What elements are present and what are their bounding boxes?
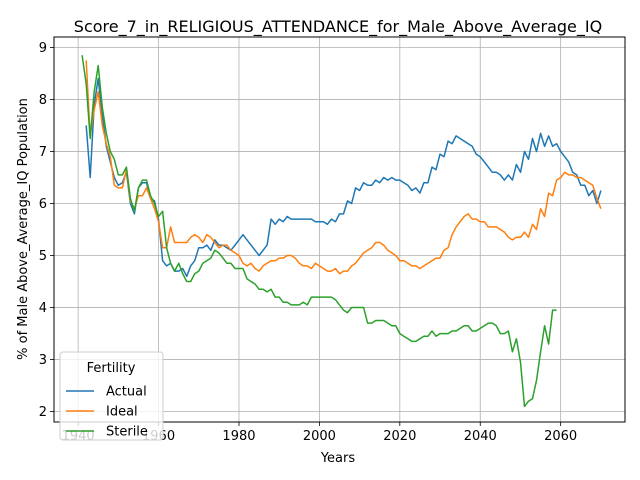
- x-tick-label: 2060: [544, 429, 577, 444]
- legend-label-ideal: Ideal: [106, 405, 138, 420]
- y-tick-label: 2: [39, 405, 47, 420]
- legend-label-sterile: Sterile: [106, 425, 148, 440]
- legend-items: Actual Ideal Sterile: [66, 385, 148, 440]
- y-tick-label: 9: [39, 41, 47, 56]
- x-axis-label: Years: [320, 451, 356, 466]
- x-tick-label: 2020: [383, 429, 416, 444]
- y-tick-label: 8: [39, 93, 47, 108]
- series-line-ideal: [85, 60, 602, 275]
- y-axis-label: % of Male Above_Average_IQ Population: [16, 98, 31, 360]
- chart-title: Score_7_in_RELIGIOUS_ATTENDANCE_for_Male…: [74, 17, 602, 37]
- y-tick-label: 7: [39, 145, 47, 160]
- legend-title: Fertility: [87, 361, 136, 376]
- legend-label-actual: Actual: [106, 385, 147, 400]
- series-line-sterile: [81, 55, 557, 408]
- x-tick-label: 1980: [222, 429, 255, 444]
- x-tick-label: 2000: [303, 429, 336, 444]
- plot-frame: [53, 36, 626, 423]
- y-tick-label: 4: [39, 301, 47, 316]
- y-tick-label: 3: [39, 353, 47, 368]
- y-tick-label: 6: [39, 197, 47, 212]
- x-tick-label: 2040: [464, 429, 497, 444]
- legend: Fertility Actual Ideal Sterile: [59, 351, 164, 441]
- legend-box: [59, 351, 164, 441]
- y-tick-label: 5: [39, 249, 47, 264]
- series-lines: [81, 55, 602, 408]
